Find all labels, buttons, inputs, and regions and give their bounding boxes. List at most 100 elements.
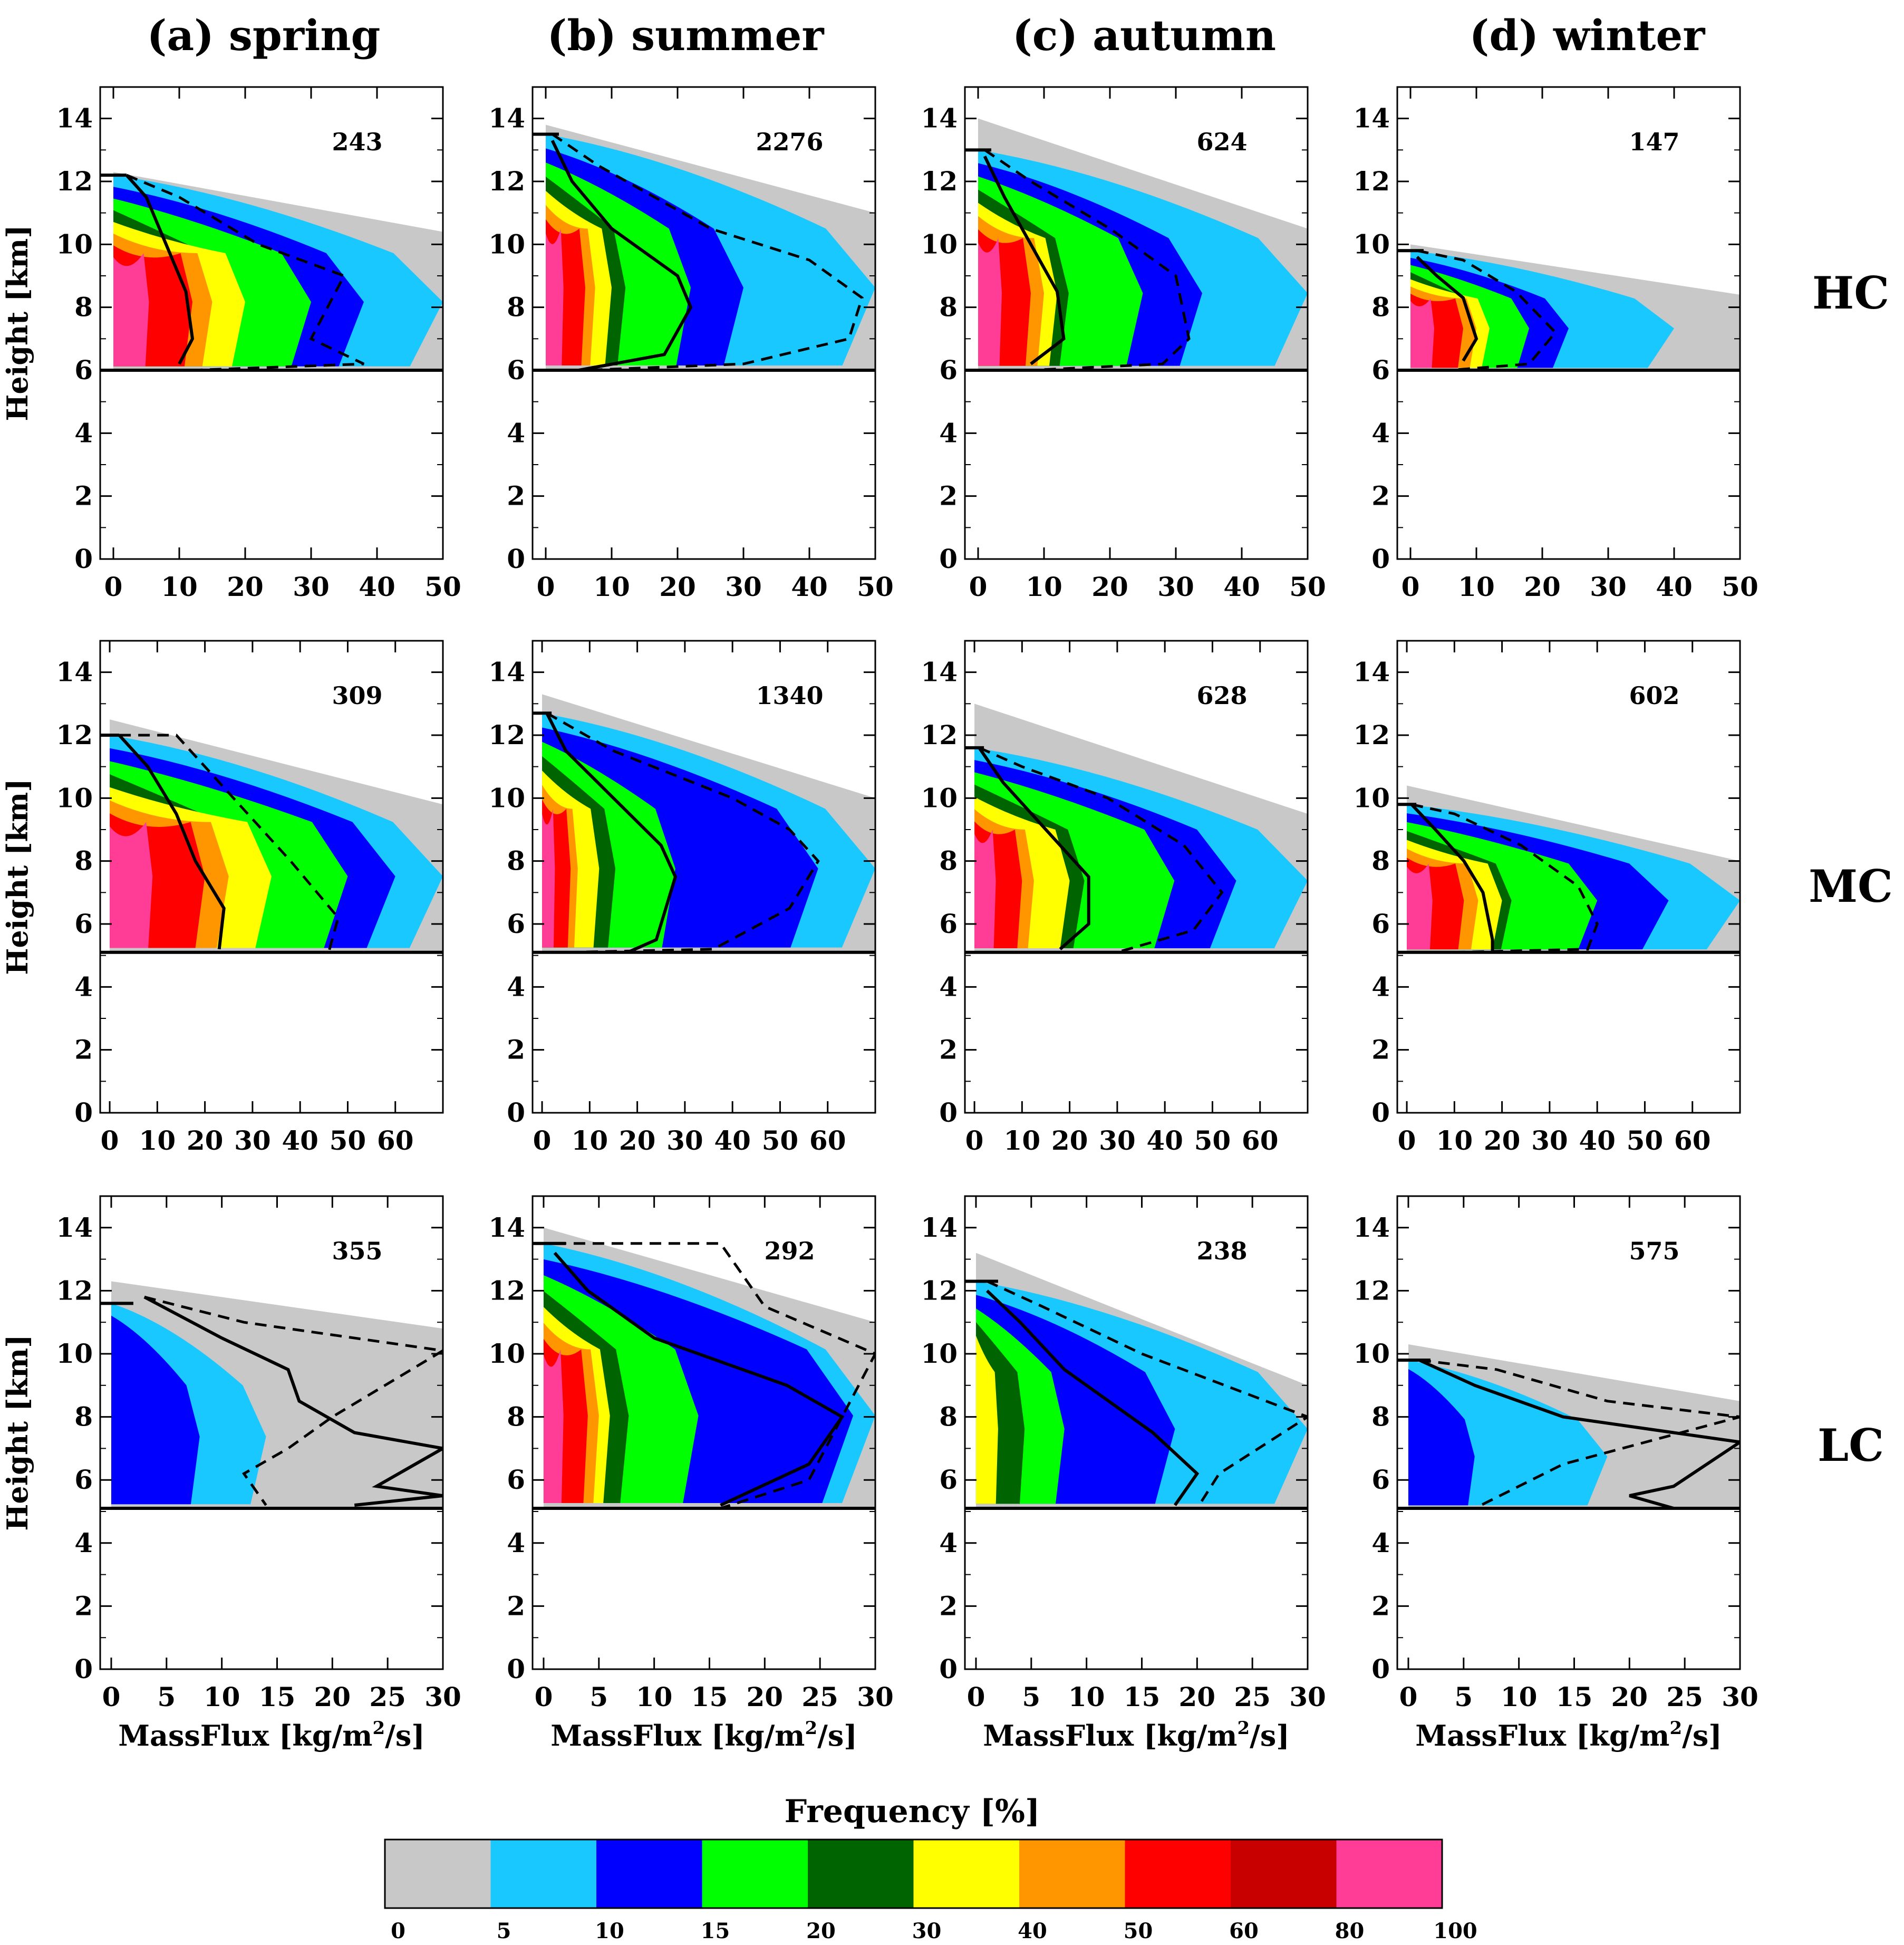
- sample-count: 1340: [756, 681, 823, 710]
- x-tick-label: 10: [1026, 571, 1062, 602]
- x-tick-label: 30: [1157, 571, 1194, 602]
- y-tick-label: 6: [1371, 908, 1390, 939]
- x-tick-label: 25: [1666, 1681, 1703, 1712]
- x-tick-label: 0: [1402, 571, 1420, 602]
- y-tick-label: 2: [507, 1590, 525, 1621]
- x-tick-label: 40: [791, 571, 828, 602]
- colorbar-tick-label: 5: [497, 1919, 511, 1943]
- percentile-profile-line: [1416, 249, 1558, 372]
- x-tick-label: 60: [1674, 1125, 1711, 1156]
- y-tick-label: 2: [74, 1034, 93, 1065]
- x-tick-label: 50: [1722, 571, 1758, 602]
- sample-count: 355: [332, 1237, 382, 1265]
- x-tick-label: 60: [809, 1125, 846, 1156]
- y-tick-label: 10: [921, 782, 958, 813]
- colorbar-frame: [384, 1838, 1443, 1909]
- x-tick-label: 30: [725, 571, 762, 602]
- y-tick-label: 12: [488, 719, 525, 750]
- y-tick-label: 14: [921, 657, 958, 688]
- y-tick-label: 6: [939, 1464, 958, 1495]
- plot-frame: [531, 1195, 876, 1670]
- x-tick-label: 0: [101, 1125, 119, 1156]
- plot-frame: [1396, 86, 1741, 560]
- x-tick-label: 20: [227, 571, 264, 602]
- y-tick-label: 12: [1353, 1275, 1390, 1306]
- plot-frame: [531, 86, 876, 560]
- y-tick-label: 12: [56, 719, 93, 750]
- y-tick-label: 4: [1371, 417, 1390, 448]
- panel-hc-winter: 0 2 4 6 8 10 12 14 0 10 20 30 40 50 147: [1353, 86, 1758, 602]
- x-tick-label: 0: [965, 1125, 984, 1156]
- x-tick-label: 40: [714, 1125, 751, 1156]
- y-tick-label: 0: [1371, 543, 1390, 574]
- column-titles: (a) spring (b) summer (c) autumn (d) win…: [147, 11, 1705, 60]
- x-tick-label: 10: [636, 1681, 673, 1712]
- mean-profile-line: [550, 140, 693, 372]
- y-tick-label: 6: [507, 354, 525, 386]
- x-tick-label: 20: [1051, 1125, 1088, 1156]
- mean-profile-line: [545, 712, 678, 954]
- x-axis-label: MassFlux [kg/m2/s]: [1415, 1718, 1722, 1753]
- panel-mc-summer: 0 2 4 6 8 10 12 14 0 10 20 30 40 50 60 1340: [488, 640, 876, 1156]
- y-tick-label: 6: [507, 1464, 525, 1495]
- y-tick-label: 14: [1353, 1212, 1390, 1243]
- x-tick-label: 50: [762, 1125, 799, 1156]
- frequency-field: [533, 1227, 875, 1510]
- y-tick-label: 2: [1371, 1590, 1390, 1621]
- x-tick-label: 15: [259, 1681, 296, 1712]
- x-tick-label: 20: [619, 1125, 656, 1156]
- percentile-profile-line: [979, 746, 1224, 954]
- colorbar-segment: [596, 1840, 702, 1908]
- x-tick-label: 30: [1722, 1681, 1758, 1712]
- y-tick-label: 2: [74, 480, 93, 512]
- plot-frame: [99, 640, 444, 1114]
- x-tick-label: 5: [1454, 1681, 1473, 1712]
- y-tick-label: 10: [488, 228, 525, 259]
- panel-lc-spring: 0 2 4 6 8 10 12 14 0 5 10 15 20 25 30 355 Height [km] Mas…: [1, 1195, 461, 1753]
- x-tick-label: 0: [533, 1125, 552, 1156]
- column-title-winter: (d) winter: [1470, 11, 1706, 60]
- y-tick-label: 2: [1371, 1034, 1390, 1065]
- plot-frame: [531, 640, 876, 1114]
- row-labels: HC MC LC: [1809, 267, 1893, 1471]
- y-tick-label: 4: [507, 1527, 525, 1558]
- x-tick-label: 60: [1242, 1125, 1279, 1156]
- panel-hc-summer: 0 2 4 6 8 10 12 14 0 10 20 30 40 50 2276: [488, 86, 894, 602]
- y-tick-label: 12: [1353, 719, 1390, 750]
- y-tick-label: 8: [74, 845, 93, 877]
- x-tick-label: 30: [666, 1125, 703, 1156]
- x-tick-label: 30: [293, 571, 330, 602]
- y-tick-label: 14: [488, 103, 525, 134]
- y-tick-label: 14: [56, 103, 93, 134]
- plot-frame: [1396, 640, 1741, 1114]
- colorbar-segment: [1125, 1840, 1231, 1908]
- y-tick-label: 14: [56, 657, 93, 688]
- frequency-band-80-100: [113, 253, 149, 367]
- column-title-autumn: (c) autumn: [1012, 11, 1276, 60]
- percentile-profile-line: [144, 1295, 443, 1506]
- plot-frame: [99, 1195, 444, 1670]
- y-tick-label: 6: [1371, 1464, 1390, 1495]
- frequency-field: [965, 704, 1308, 954]
- x-tick-label: 5: [1022, 1681, 1040, 1712]
- y-tick-label: 8: [507, 1401, 525, 1432]
- colorbar-title: Frequency [%]: [785, 1793, 1040, 1830]
- frequency-band-10-15: [1408, 1369, 1475, 1506]
- y-tick-label: 10: [488, 782, 525, 813]
- sample-count: 243: [332, 128, 382, 156]
- percentile-profile-line: [1419, 1359, 1740, 1510]
- x-tick-label: 50: [424, 571, 461, 602]
- percentile-profile-line: [119, 734, 340, 954]
- row-label-lc: LC: [1818, 1419, 1884, 1471]
- colorbar-segment: [1231, 1840, 1337, 1908]
- frequency-band-30-40: [975, 1335, 998, 1504]
- y-tick-label: 10: [1353, 228, 1390, 259]
- frequency-field: [965, 1253, 1308, 1510]
- sample-count: 628: [1196, 681, 1247, 710]
- sample-count: 624: [1196, 128, 1247, 156]
- x-tick-label: 5: [157, 1681, 176, 1712]
- colorbar-tick-label: 15: [701, 1919, 730, 1943]
- y-tick-label: 6: [1371, 354, 1390, 386]
- colorbar-tick-label: 40: [1018, 1919, 1047, 1943]
- colorbar-tick-label: 80: [1335, 1919, 1365, 1943]
